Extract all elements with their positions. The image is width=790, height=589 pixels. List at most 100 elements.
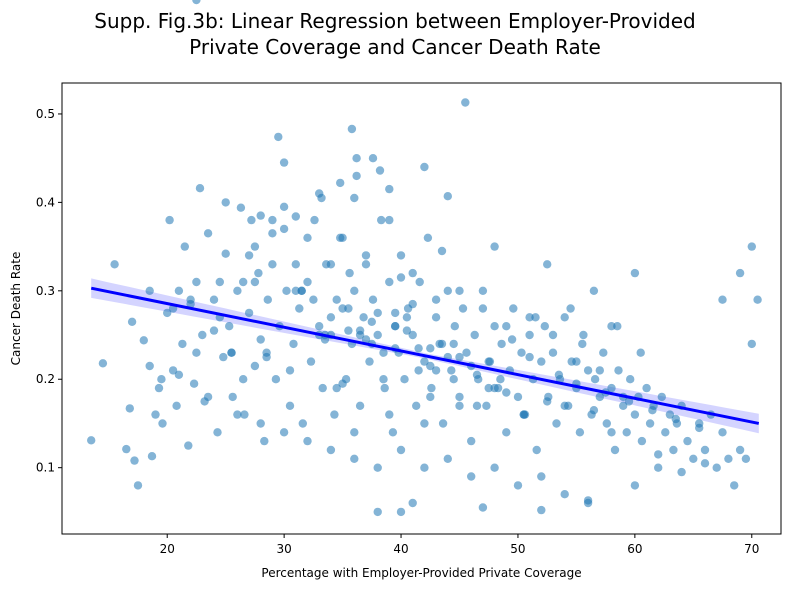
scatter-point bbox=[712, 463, 721, 472]
x-axis-ticks: 20 30 40 50 60 70 bbox=[160, 534, 759, 556]
scatter-point bbox=[420, 463, 429, 472]
scatter-point bbox=[263, 295, 272, 304]
x-tick-label: 70 bbox=[744, 542, 759, 556]
scatter-point bbox=[145, 286, 154, 295]
scatter-point bbox=[215, 277, 224, 287]
scatter-point bbox=[306, 357, 316, 366]
scatter-point bbox=[256, 335, 265, 344]
scatter-point bbox=[295, 304, 304, 313]
scatter-point bbox=[239, 277, 248, 287]
scatter-point bbox=[437, 246, 447, 256]
y-tick-label: 0.1 bbox=[36, 461, 55, 475]
scatter-point bbox=[361, 335, 371, 344]
scatter-point bbox=[449, 339, 458, 349]
scatter-point bbox=[412, 401, 421, 410]
scatter-point bbox=[186, 295, 195, 304]
scatter-point bbox=[560, 401, 569, 410]
scatter-point bbox=[669, 445, 678, 455]
scatter-point bbox=[472, 401, 482, 410]
scatter-point bbox=[607, 428, 616, 437]
scatter-point bbox=[700, 459, 710, 468]
scatter-point bbox=[525, 313, 534, 322]
scatter-point bbox=[423, 233, 433, 242]
scatter-point bbox=[361, 260, 371, 269]
y-tick-label: 0.3 bbox=[36, 284, 55, 298]
scatter-point bbox=[614, 366, 623, 375]
scatter-point bbox=[677, 467, 686, 477]
scatter-point bbox=[402, 326, 412, 335]
scatter-point bbox=[352, 171, 361, 181]
scatter-point bbox=[753, 295, 762, 304]
scatter-point bbox=[595, 392, 604, 402]
scatter-point bbox=[396, 251, 406, 260]
scatter-point bbox=[671, 414, 680, 424]
scatter-point bbox=[490, 242, 499, 251]
scatter-point bbox=[426, 361, 435, 371]
scatter-point bbox=[250, 277, 260, 287]
scatter-point bbox=[239, 375, 248, 384]
chart-title-line-2: Private Coverage and Cancer Death Rate bbox=[189, 35, 601, 59]
scatter-point bbox=[110, 260, 119, 269]
scatter-point bbox=[303, 233, 312, 242]
scatter-point bbox=[189, 379, 199, 388]
scatter-point bbox=[221, 249, 230, 258]
scatter-point bbox=[291, 286, 300, 295]
scatter-point bbox=[192, 0, 201, 5]
scatter-point bbox=[332, 295, 341, 304]
y-tick-label: 0.2 bbox=[36, 372, 55, 386]
scatter-point bbox=[227, 348, 236, 357]
scatter-point bbox=[87, 436, 96, 445]
scatter-point bbox=[385, 410, 394, 419]
scatter-point bbox=[178, 339, 187, 349]
scatter-point bbox=[225, 322, 234, 331]
scatter-point bbox=[683, 436, 692, 446]
x-tick-label: 20 bbox=[160, 542, 175, 556]
scatter-point bbox=[365, 357, 374, 366]
scatter-point bbox=[326, 260, 336, 269]
scatter-point bbox=[509, 304, 518, 313]
scatter-point bbox=[607, 322, 616, 331]
scatter-point bbox=[174, 286, 184, 295]
scatter-point bbox=[414, 366, 423, 375]
scatter-point bbox=[455, 352, 464, 362]
scatter-point bbox=[595, 366, 604, 375]
scatter-point bbox=[256, 419, 265, 428]
scatter-point bbox=[552, 419, 561, 428]
scatter-point bbox=[665, 410, 675, 419]
scatter-point bbox=[578, 339, 587, 349]
scatter-point bbox=[636, 348, 645, 357]
x-tick-label: 60 bbox=[627, 542, 642, 556]
scatter-point bbox=[377, 215, 386, 225]
x-axis-label: Percentage with Employer-Provided Privat… bbox=[261, 566, 581, 580]
scatter-point bbox=[431, 366, 441, 375]
scatter-point bbox=[566, 304, 575, 313]
scatter-point bbox=[127, 317, 137, 326]
scatter-point bbox=[125, 404, 134, 413]
scatter-point bbox=[209, 326, 219, 335]
x-tick-label: 30 bbox=[276, 542, 291, 556]
scatter-point bbox=[315, 322, 324, 331]
scatter-point bbox=[236, 203, 246, 212]
scatter-point bbox=[396, 445, 406, 455]
scatter-point bbox=[630, 481, 640, 490]
scatter-point bbox=[590, 375, 600, 384]
y-tick-label: 0.5 bbox=[36, 107, 55, 121]
scatter-point bbox=[599, 348, 608, 357]
scatter-point bbox=[122, 444, 131, 454]
scatter-point bbox=[345, 268, 354, 278]
scatter-point bbox=[408, 498, 417, 508]
scatter-point bbox=[373, 308, 382, 318]
x-tick-label: 50 bbox=[510, 542, 525, 556]
scatter-point bbox=[645, 419, 655, 428]
scatter-point bbox=[478, 286, 488, 295]
scatter-point bbox=[695, 423, 704, 433]
scatter-point bbox=[279, 158, 289, 167]
scatter-point bbox=[163, 308, 172, 318]
scatter-point bbox=[145, 361, 154, 371]
scatter-point bbox=[447, 366, 456, 375]
scatter-point bbox=[470, 330, 479, 340]
regression-line-layer bbox=[90, 286, 760, 425]
scatter-point bbox=[352, 154, 361, 163]
scatter-point bbox=[385, 184, 394, 194]
scatter-point bbox=[525, 352, 534, 362]
